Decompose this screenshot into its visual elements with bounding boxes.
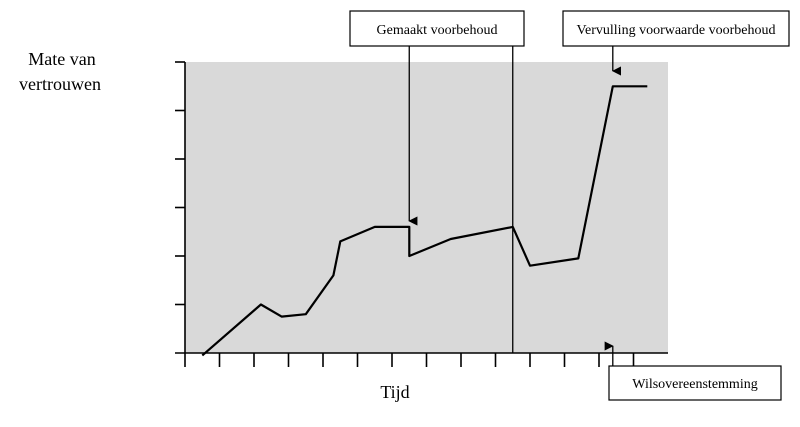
plot-background [185,62,668,353]
annotation-label: Gemaakt voorbehoud [377,23,498,38]
annotation-label: Wilsovereenstemming [632,377,757,392]
y-axis [175,61,186,353]
annotation-vervulling-voorwaarde: Vervulling voorwaarde voorbehoud [562,10,790,76]
annotation-gemaakt-voorbehoud: Gemaakt voorbehoud [349,10,525,226]
confidence-line [201,85,648,357]
y-axis-label-line-2: vertrouwen [19,74,101,94]
annotation-wilsovereenstemming: Wilsovereenstemming [604,341,782,401]
x-axis-label: Tijd [380,382,409,402]
annotation-label: Vervulling voorwaarde voorbehoud [576,23,775,38]
x-axis [175,352,668,367]
y-axis-label-line-1: Mate van [28,49,95,69]
